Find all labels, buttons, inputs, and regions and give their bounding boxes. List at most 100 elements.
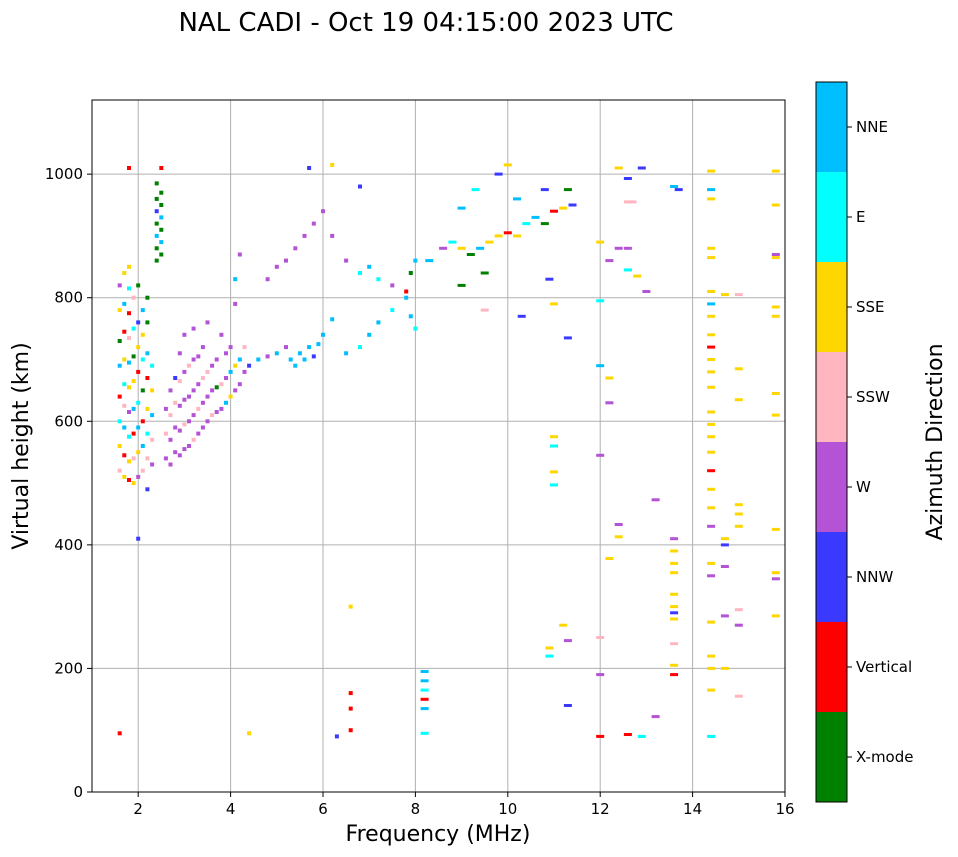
echo-point — [707, 370, 716, 374]
echo-point — [707, 666, 716, 670]
echo-point — [117, 731, 122, 736]
echo-point — [605, 401, 614, 405]
y-tick-label: 0 — [73, 783, 83, 801]
echo-point — [131, 295, 136, 300]
echo-point — [205, 320, 210, 325]
echo-point — [563, 639, 572, 643]
echo-point — [288, 357, 293, 362]
echo-point — [596, 453, 605, 457]
echo-point — [633, 274, 642, 278]
echo-point — [233, 388, 238, 393]
echo-point — [334, 734, 339, 739]
echo-point — [131, 431, 136, 436]
echo-point — [233, 363, 238, 368]
echo-point — [265, 277, 270, 282]
colorbar-tick-label: SSW — [856, 388, 890, 406]
echo-point — [358, 271, 362, 275]
echo-point — [210, 363, 215, 368]
echo-point — [420, 731, 429, 735]
echo-point — [330, 317, 335, 322]
echo-point — [182, 447, 187, 452]
echo-point — [707, 197, 716, 201]
y-tick-label: 1000 — [45, 165, 83, 183]
echo-point — [168, 437, 173, 442]
echo-point — [293, 363, 298, 368]
echo-point — [540, 188, 549, 192]
echo-point — [131, 326, 136, 331]
echo-point — [642, 290, 651, 293]
echo-point — [233, 277, 238, 282]
colorbar-segment — [816, 712, 847, 802]
echo-point — [127, 434, 131, 439]
echo-point — [219, 332, 224, 337]
echo-point — [390, 283, 395, 288]
echo-point — [734, 503, 743, 507]
echo-point — [771, 314, 780, 318]
echo-point — [390, 308, 395, 313]
echo-point — [559, 206, 568, 210]
echo-point — [720, 614, 729, 618]
echo-point — [637, 166, 646, 170]
echo-point — [707, 487, 716, 491]
echo-point — [196, 354, 201, 359]
colorbar-tick-label: W — [856, 478, 871, 496]
colorbar-segment — [816, 352, 847, 442]
echo-point — [200, 345, 205, 350]
echo-point — [200, 400, 205, 405]
echo-point — [302, 233, 307, 238]
echo-point — [596, 299, 605, 303]
echo-point — [205, 419, 210, 424]
echo-point — [605, 557, 614, 560]
colorbar-segment — [816, 622, 847, 712]
x-tick-label: 8 — [411, 800, 421, 818]
echo-point — [734, 398, 743, 402]
echo-point — [122, 453, 127, 458]
echo-point — [420, 707, 429, 711]
echo-point — [177, 351, 182, 356]
echo-point — [376, 320, 381, 325]
echo-point — [771, 253, 780, 256]
echo-point — [159, 240, 164, 245]
echo-point — [466, 253, 475, 256]
echo-point — [707, 574, 716, 578]
colorbar-tick-label: Vertical — [856, 658, 912, 676]
echo-point — [734, 293, 743, 297]
echo-point — [485, 240, 494, 244]
echo-point — [348, 604, 353, 609]
echo-point — [563, 188, 572, 192]
echo-point — [182, 397, 187, 402]
colorbar-segment — [816, 442, 847, 532]
echo-point — [358, 184, 362, 189]
echo-point — [540, 222, 549, 226]
echo-point — [348, 706, 353, 711]
echo-point — [545, 277, 554, 281]
x-axis-label: Frequency (MHz) — [346, 822, 531, 847]
echo-point — [159, 252, 164, 257]
echo-point — [182, 332, 187, 337]
echo-point — [614, 246, 623, 250]
echo-point — [145, 487, 150, 492]
echo-point — [651, 715, 660, 719]
echo-point — [145, 431, 150, 436]
echo-point — [720, 565, 729, 568]
x-tick-label: 10 — [498, 800, 517, 818]
echo-point — [131, 481, 136, 486]
echo-point — [224, 400, 228, 405]
echo-point — [191, 437, 196, 442]
echo-point — [420, 670, 429, 673]
echo-point — [596, 240, 605, 244]
echo-point — [707, 506, 716, 510]
echo-point — [476, 246, 485, 250]
echo-point — [771, 527, 780, 531]
echo-point — [596, 673, 605, 677]
data-points — [117, 162, 780, 739]
echo-point — [136, 320, 141, 325]
echo-point — [707, 290, 716, 293]
echo-point — [559, 623, 568, 627]
echo-point — [163, 431, 168, 436]
echo-point — [136, 474, 141, 479]
echo-point — [404, 289, 409, 294]
echo-point — [623, 246, 632, 250]
echo-point — [131, 456, 136, 461]
echo-point — [707, 688, 716, 692]
